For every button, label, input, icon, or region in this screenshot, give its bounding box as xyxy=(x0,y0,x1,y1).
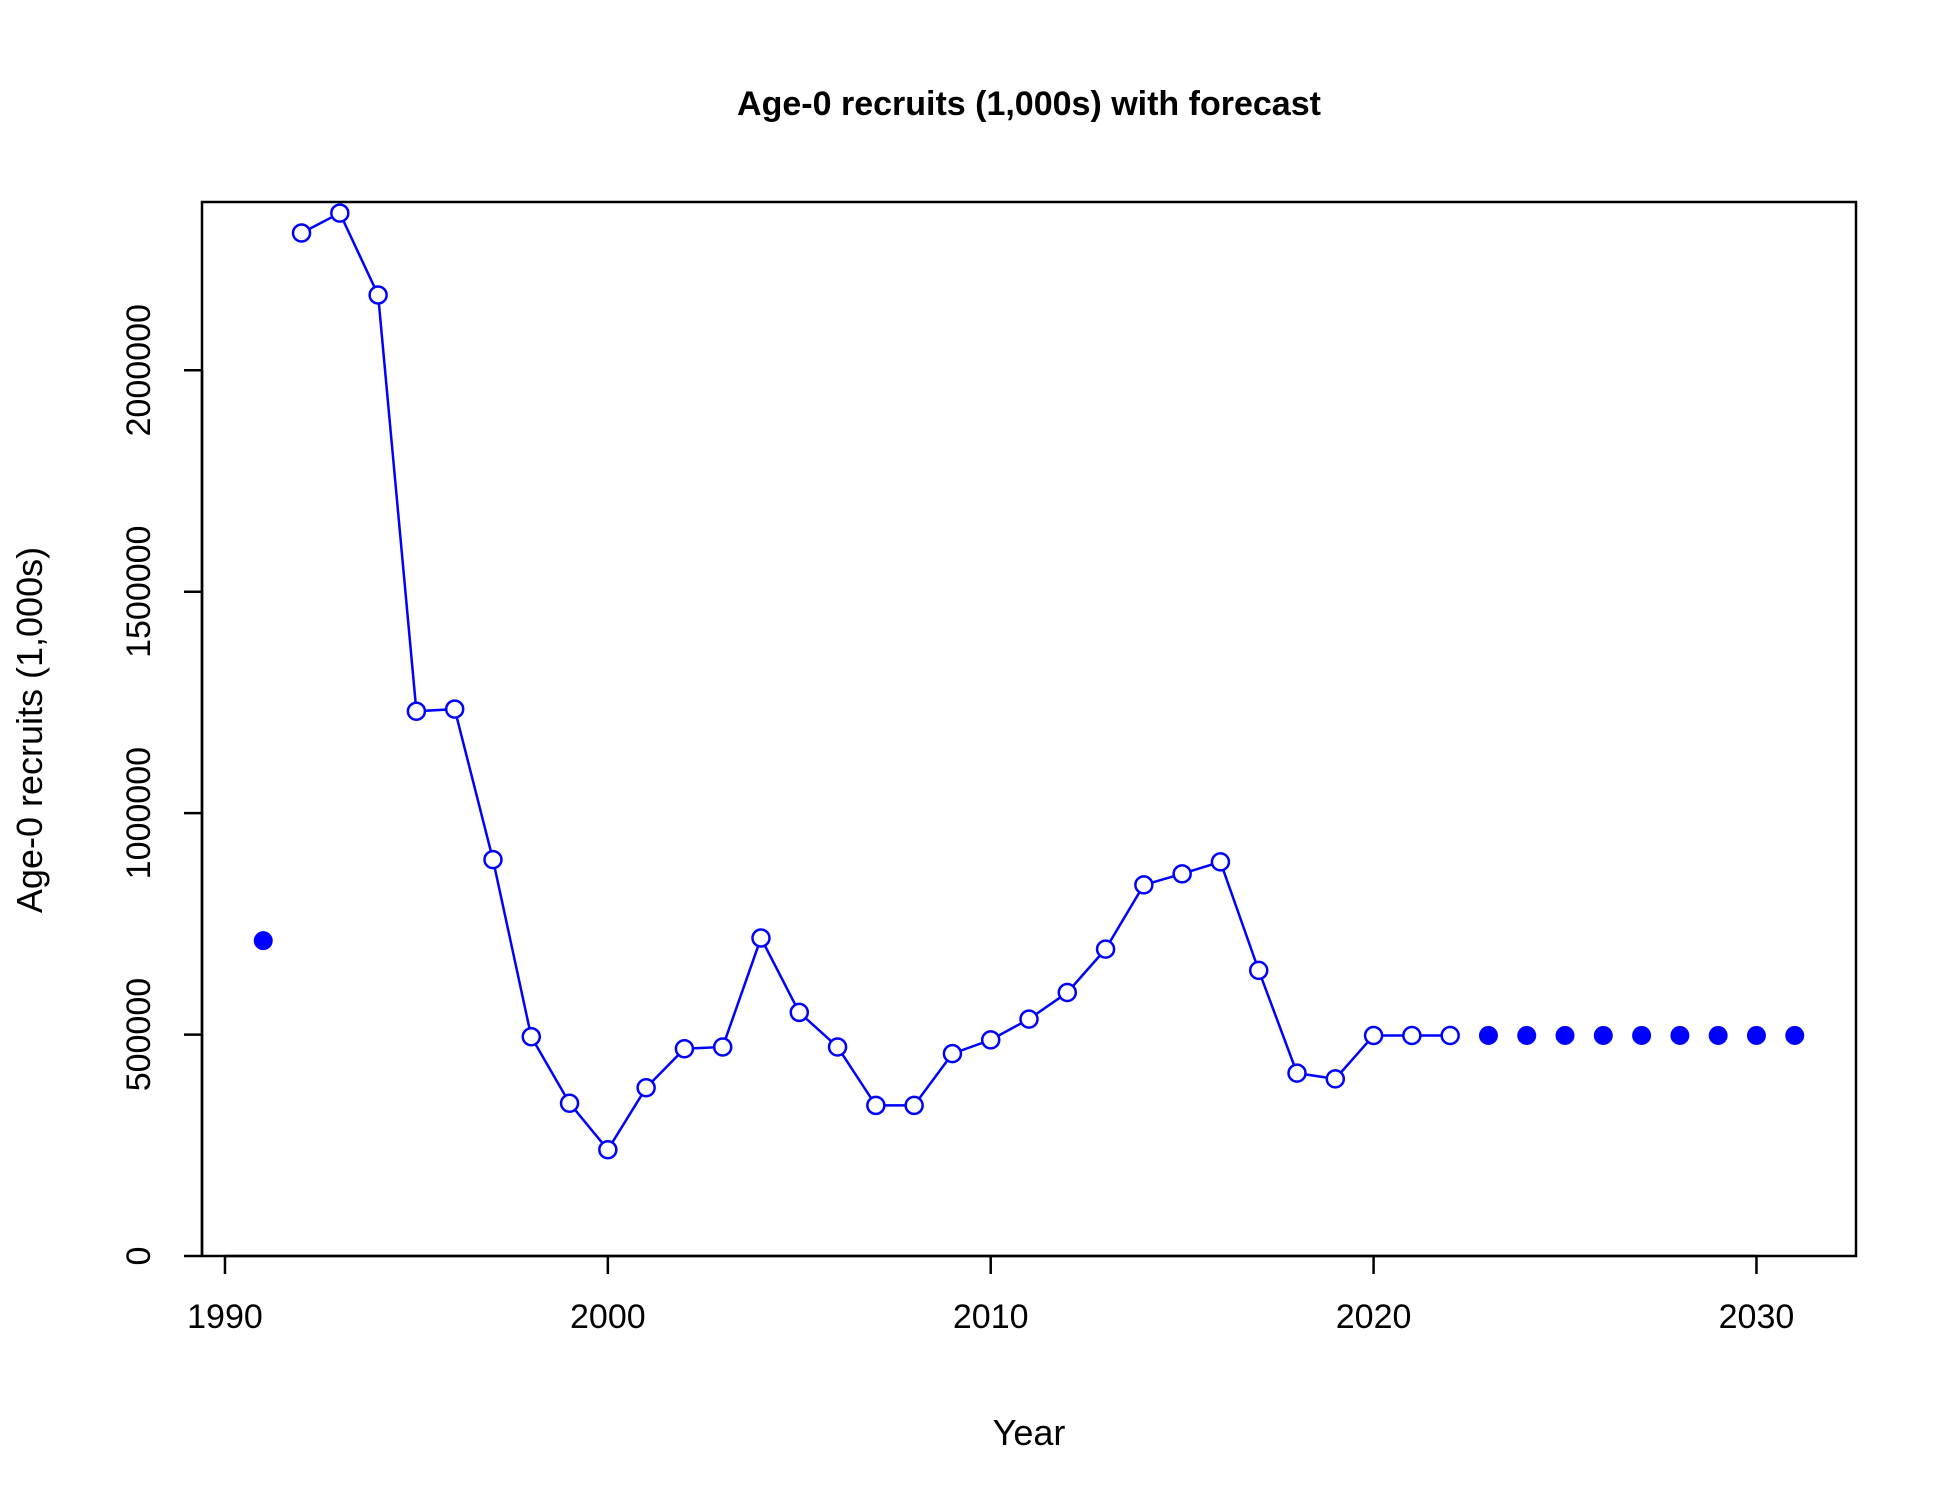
data-point xyxy=(904,1095,924,1116)
data-point xyxy=(559,1093,580,1113)
data-point xyxy=(521,1027,542,1047)
data-point xyxy=(712,1037,733,1057)
y-axis: 0 500000 1000000 1500000 2000000 xyxy=(120,304,204,1266)
x-axis: 1990 2000 2010 2020 2030 xyxy=(187,1254,1795,1336)
data-point xyxy=(942,1043,963,1064)
y-tick-label: 1000000 xyxy=(120,747,158,879)
filled-data-point xyxy=(1708,1025,1728,1045)
filled-data-point xyxy=(1746,1025,1766,1045)
filled-data-point xyxy=(1632,1025,1652,1045)
data-point xyxy=(1210,852,1231,872)
y-tick-label: 500000 xyxy=(120,978,158,1091)
data-point xyxy=(598,1139,618,1160)
data-point xyxy=(368,285,388,305)
data-point xyxy=(291,223,312,243)
data-point xyxy=(636,1077,656,1098)
plot-frame xyxy=(200,200,1858,1258)
plot-area xyxy=(253,203,1805,1160)
data-point xyxy=(980,1030,1001,1050)
x-tick-label: 2000 xyxy=(570,1298,646,1336)
data-point xyxy=(1095,939,1116,959)
chart-title: Age-0 recruits (1,000s) with forecast xyxy=(737,85,1321,123)
data-point xyxy=(1134,875,1154,895)
y-axis-label: Age-0 recruits (1,000s) xyxy=(9,547,50,913)
filled-data-point xyxy=(1785,1025,1805,1045)
data-point xyxy=(1325,1069,1346,1089)
filled-data-point xyxy=(1555,1025,1575,1045)
filled-data-point xyxy=(253,931,273,951)
data-point xyxy=(1019,1009,1039,1029)
data-point xyxy=(1172,864,1192,884)
data-point xyxy=(1402,1025,1422,1046)
data-point xyxy=(1248,960,1269,981)
data-point xyxy=(330,203,350,223)
x-tick-label: 1990 xyxy=(187,1298,263,1336)
data-point xyxy=(1440,1025,1460,1046)
data-point xyxy=(1363,1025,1384,1046)
x-tick-label: 2010 xyxy=(953,1298,1029,1336)
series-line xyxy=(300,211,1451,1152)
data-point xyxy=(444,699,465,719)
filled-data-point xyxy=(1517,1025,1537,1045)
filled-data-point xyxy=(1593,1025,1613,1045)
data-point xyxy=(1057,982,1078,1003)
x-tick-label: 2030 xyxy=(1719,1298,1795,1336)
y-tick-label: 1500000 xyxy=(120,526,158,658)
x-tick-label: 2020 xyxy=(1336,1298,1412,1336)
data-point xyxy=(789,1002,810,1023)
data-point xyxy=(751,928,771,948)
x-axis-label: Year xyxy=(993,1412,1066,1453)
data-point xyxy=(483,849,503,870)
data-point xyxy=(827,1037,848,1057)
data-point xyxy=(406,701,427,722)
data-point xyxy=(866,1095,886,1116)
data-point xyxy=(674,1038,695,1059)
y-tick-label: 0 xyxy=(120,1247,158,1266)
filled-data-point xyxy=(1670,1025,1690,1045)
data-point xyxy=(1287,1063,1307,1083)
filled-data-point xyxy=(1478,1025,1498,1045)
y-tick-label: 2000000 xyxy=(120,304,158,436)
